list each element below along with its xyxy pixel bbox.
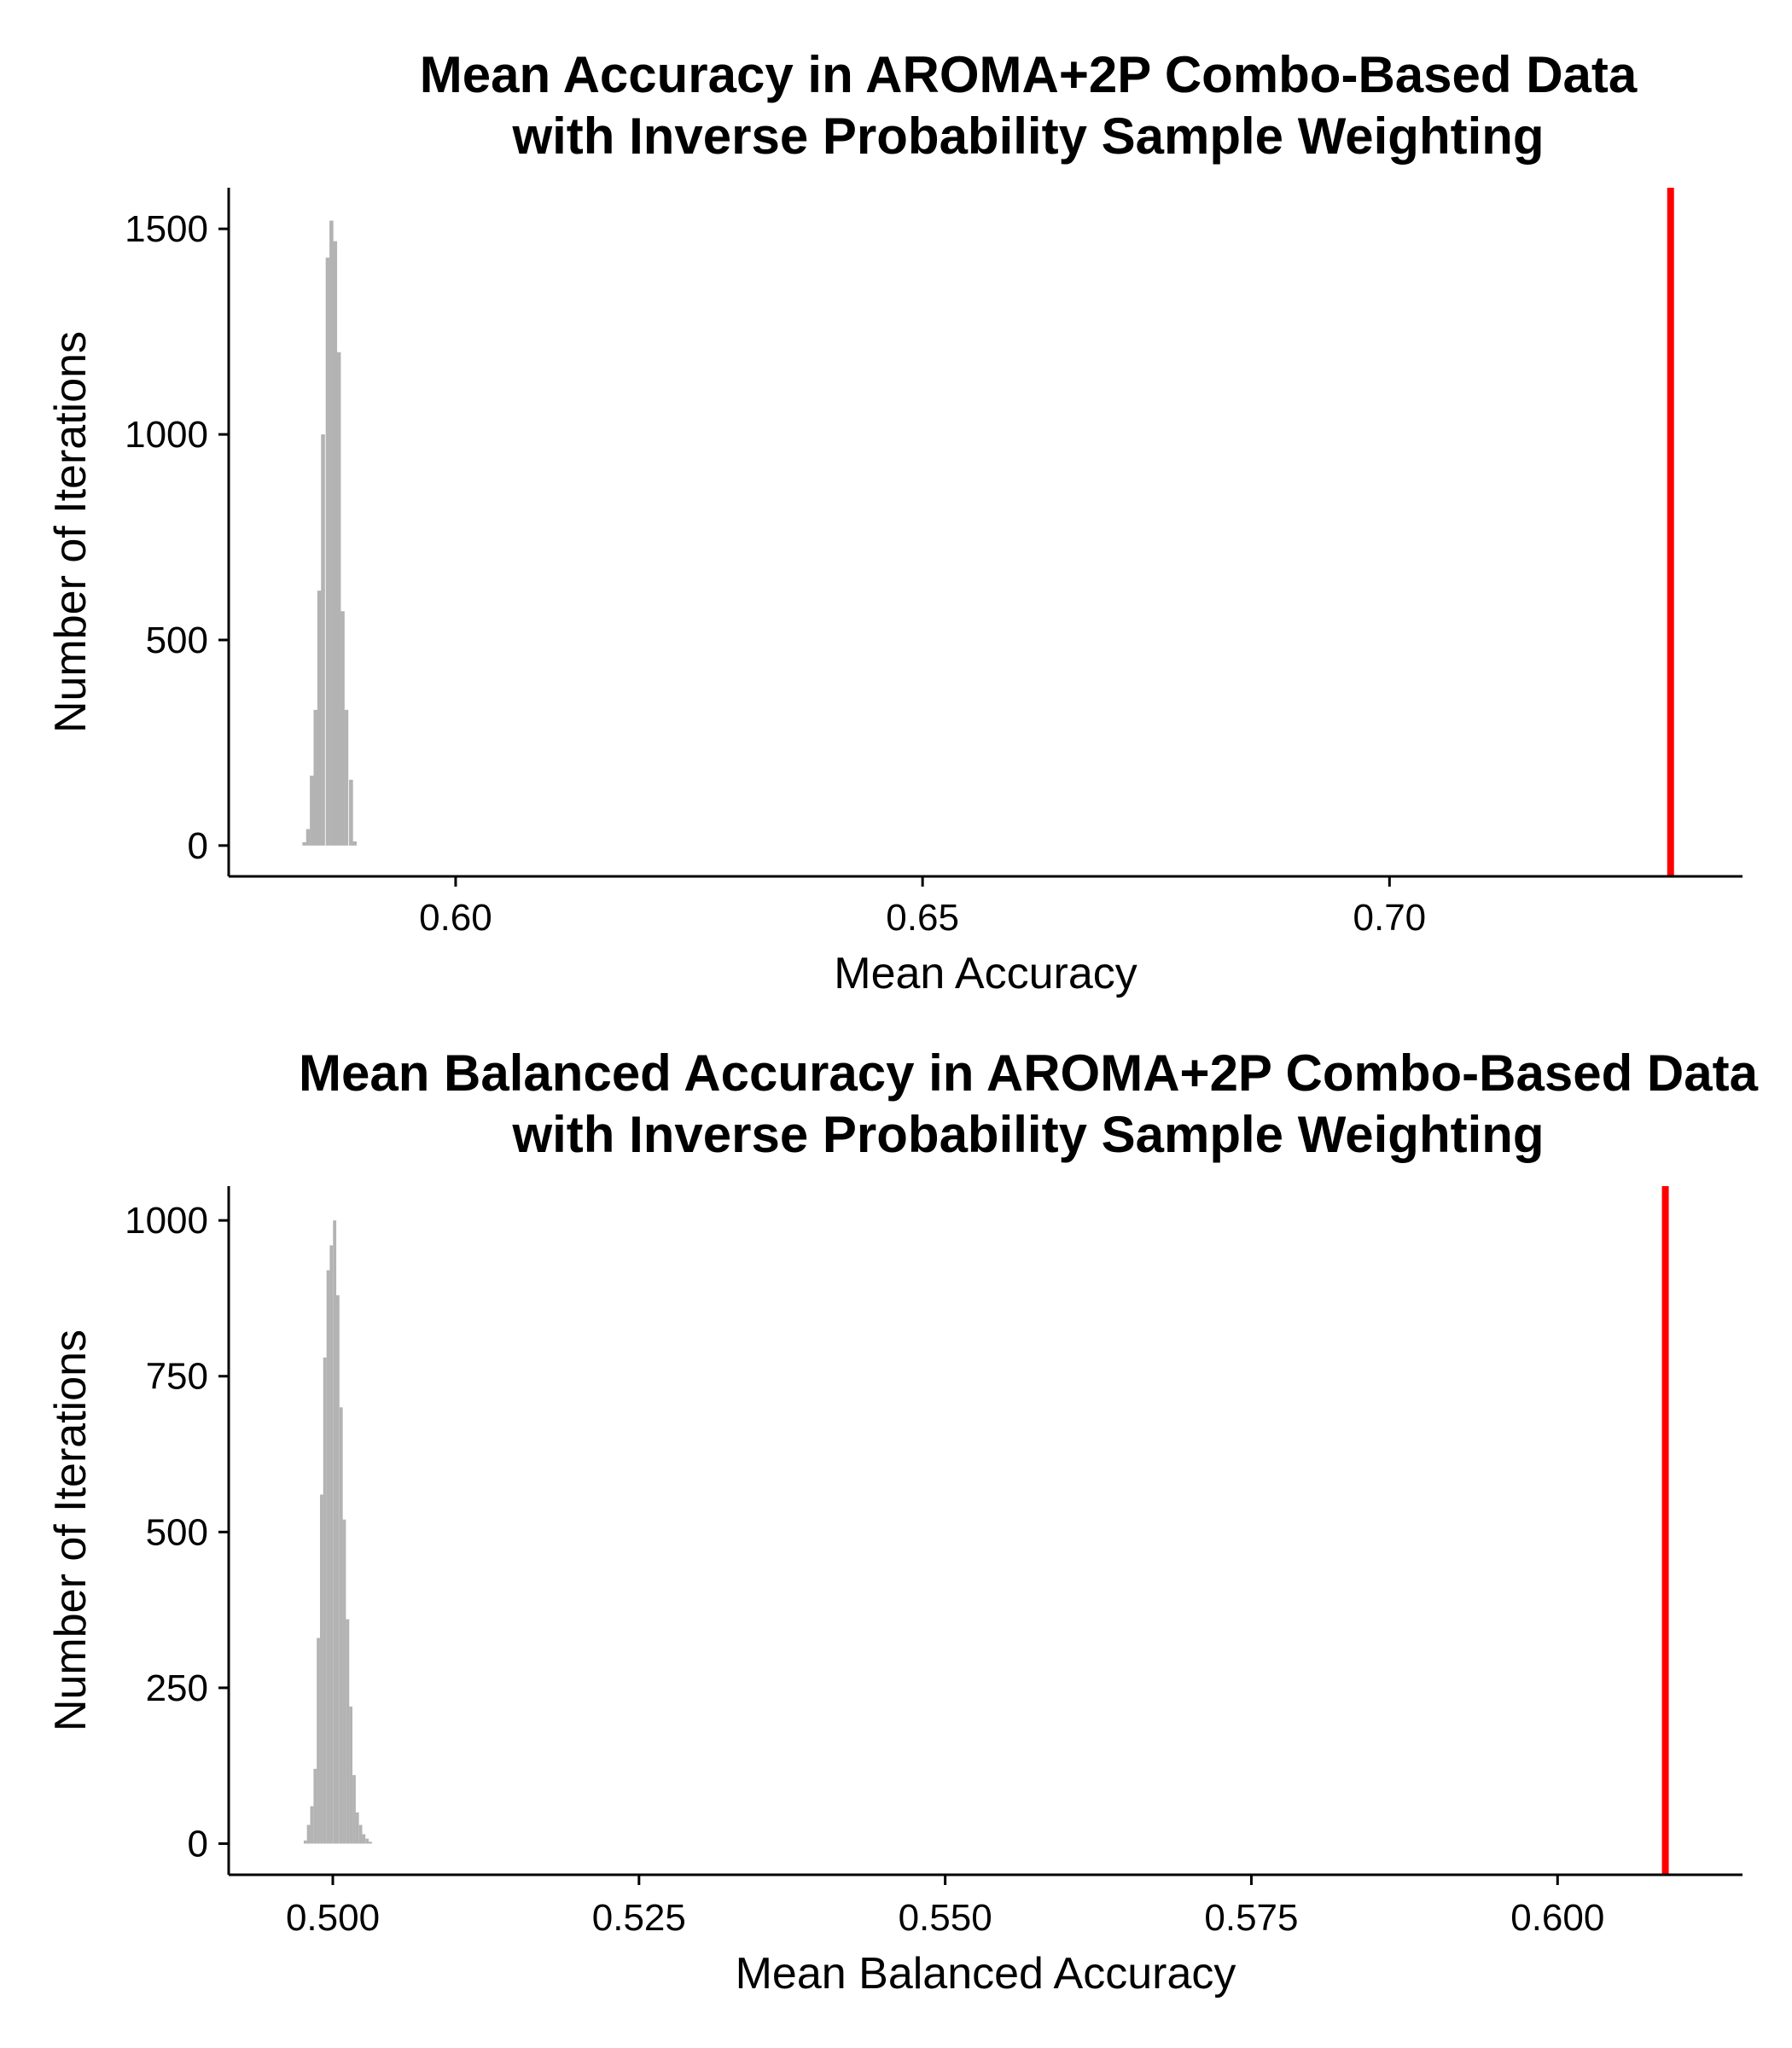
histogram-bar <box>335 1295 340 1844</box>
histogram-bar <box>313 709 318 846</box>
x-tick-label: 0.525 <box>592 1897 686 1939</box>
histogram-bar <box>342 1519 346 1844</box>
histogram-bar <box>323 1357 327 1844</box>
y-axis-ticks: 0 250 500 750 1000 <box>125 1200 229 1865</box>
y-tick-label: 500 <box>146 620 208 661</box>
histogram-bar <box>349 1706 352 1844</box>
y-tick-label: 1000 <box>125 1200 208 1242</box>
histogram-bar <box>352 1775 356 1844</box>
accuracy-histogram-panel: Mean Accuracy in AROMA+2P Combo-Based Da… <box>46 46 1743 998</box>
histogram-bar <box>320 1494 323 1844</box>
histogram-bar <box>369 1841 372 1844</box>
histogram-bar <box>340 611 345 846</box>
histogram-bar <box>362 1834 366 1844</box>
histogram-bar <box>326 1270 330 1844</box>
histogram-bar <box>303 1840 307 1844</box>
chart-title-line: Mean Accuracy in AROMA+2P Combo-Based Da… <box>420 46 1638 103</box>
histogram-bar <box>333 1220 337 1844</box>
histogram-bar <box>358 1824 363 1844</box>
x-tick-label: 0.500 <box>286 1897 380 1939</box>
histogram-bar <box>336 352 341 846</box>
x-tick-label: 0.70 <box>1353 897 1427 939</box>
y-tick-label: 0 <box>188 825 208 867</box>
histogram-bar <box>321 434 325 846</box>
histogram-bar <box>365 1838 369 1844</box>
y-axis-ticks: 0 500 1000 1500 <box>125 208 229 867</box>
histogram-bar <box>310 775 314 846</box>
histogram-bar <box>329 220 334 846</box>
histogram-bar <box>305 829 311 846</box>
x-tick-label: 0.65 <box>886 897 959 939</box>
histogram-bar <box>306 1824 311 1844</box>
histogram-bar <box>355 1812 359 1844</box>
histogram-bars <box>303 1220 372 1844</box>
chart-title: Mean Accuracy in AROMA+2P Combo-Based Da… <box>420 46 1638 165</box>
histogram-bar <box>339 1407 343 1844</box>
histogram-bar <box>346 1619 350 1844</box>
balanced-accuracy-histogram-panel: Mean Balanced Accuracy in AROMA+2P Combo… <box>46 1044 1759 1999</box>
chart-title: Mean Balanced Accuracy in AROMA+2P Combo… <box>299 1044 1759 1163</box>
x-axis-label: Mean Balanced Accuracy <box>736 1949 1236 1999</box>
x-tick-label: 0.60 <box>419 897 492 939</box>
x-axis-ticks: 0.500 0.525 0.550 0.575 0.600 <box>286 1875 1604 1939</box>
y-tick-label: 250 <box>146 1667 208 1709</box>
histogram-bars <box>302 220 358 846</box>
x-tick-label: 0.600 <box>1510 1897 1604 1939</box>
y-tick-label: 1500 <box>125 208 208 250</box>
y-tick-label: 500 <box>146 1511 208 1553</box>
histogram-bar <box>313 1768 317 1844</box>
chart-title-line: Mean Balanced Accuracy in AROMA+2P Combo… <box>299 1044 1759 1102</box>
y-tick-label: 1000 <box>125 414 208 456</box>
histogram-bar <box>325 257 330 846</box>
x-axis-ticks: 0.60 0.65 0.70 <box>419 876 1426 939</box>
x-tick-label: 0.575 <box>1204 1897 1298 1939</box>
histogram-bar <box>310 1806 314 1844</box>
x-tick-label: 0.550 <box>899 1897 992 1939</box>
histogram-bar <box>344 709 349 846</box>
y-axis-label: Number of Iterations <box>46 1329 96 1731</box>
histogram-bar <box>349 779 353 846</box>
histogram-bar <box>352 841 358 846</box>
histogram-bar <box>329 1245 334 1844</box>
chart-title-line: with Inverse Probability Sample Weightin… <box>511 1106 1544 1163</box>
y-tick-label: 0 <box>188 1823 208 1865</box>
x-axis-label: Mean Accuracy <box>834 949 1137 998</box>
y-axis-label: Number of Iterations <box>46 331 96 733</box>
y-tick-label: 750 <box>146 1356 208 1398</box>
histogram-bar <box>333 241 338 846</box>
histogram-bar <box>302 842 306 846</box>
histogram-bar <box>317 1638 320 1844</box>
histogram-bar <box>317 591 322 846</box>
chart-title-line: with Inverse Probability Sample Weightin… <box>511 108 1544 165</box>
